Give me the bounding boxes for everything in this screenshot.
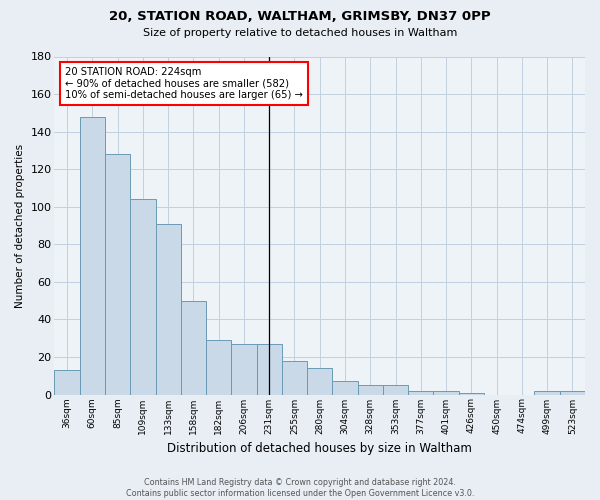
Bar [560,391,585,394]
Bar [458,392,484,394]
Bar [307,368,332,394]
Bar [206,340,232,394]
Bar [55,370,80,394]
Bar [332,382,358,394]
Bar [383,385,408,394]
Bar [358,385,383,394]
Bar [105,154,130,394]
Bar [80,116,105,394]
Bar [232,344,257,395]
Bar [433,391,458,394]
Text: Contains HM Land Registry data © Crown copyright and database right 2024.
Contai: Contains HM Land Registry data © Crown c… [126,478,474,498]
X-axis label: Distribution of detached houses by size in Waltham: Distribution of detached houses by size … [167,442,472,455]
Bar [408,391,433,394]
Bar [282,360,307,394]
Y-axis label: Number of detached properties: Number of detached properties [15,144,25,308]
Bar [155,224,181,394]
Text: 20 STATION ROAD: 224sqm
← 90% of detached houses are smaller (582)
10% of semi-d: 20 STATION ROAD: 224sqm ← 90% of detache… [65,66,303,100]
Bar [535,391,560,394]
Bar [181,300,206,394]
Bar [130,199,155,394]
Text: 20, STATION ROAD, WALTHAM, GRIMSBY, DN37 0PP: 20, STATION ROAD, WALTHAM, GRIMSBY, DN37… [109,10,491,23]
Bar [257,344,282,395]
Text: Size of property relative to detached houses in Waltham: Size of property relative to detached ho… [143,28,457,38]
